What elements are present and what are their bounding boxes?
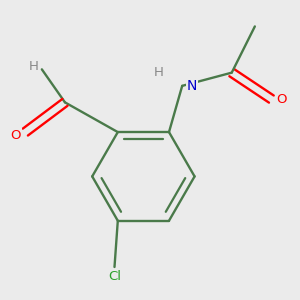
Text: H: H xyxy=(29,59,38,73)
Text: H: H xyxy=(154,66,164,79)
Text: N: N xyxy=(187,79,197,93)
Text: O: O xyxy=(276,93,286,106)
Text: O: O xyxy=(10,129,21,142)
Text: Cl: Cl xyxy=(108,270,121,284)
